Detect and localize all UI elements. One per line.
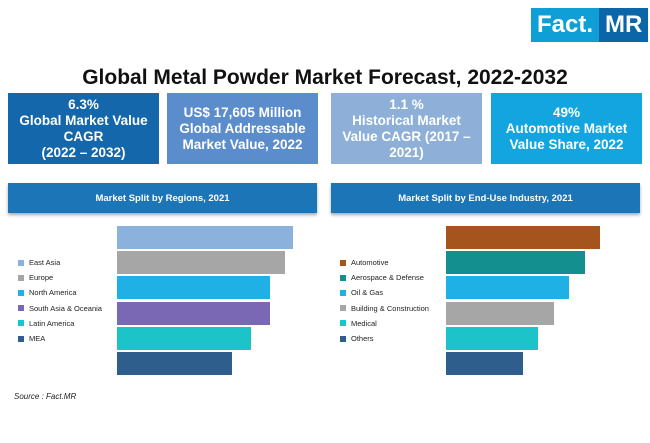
bar-others xyxy=(446,352,523,375)
regions-chart-header: Market Split by Regions, 2021 xyxy=(8,183,317,213)
legend-swatch xyxy=(18,335,24,342)
legend-item: MEA xyxy=(18,331,102,346)
legend-swatch xyxy=(340,259,346,266)
bar-north-america xyxy=(117,276,271,300)
kpi-line: 6.3% xyxy=(68,96,99,112)
bar-europe xyxy=(117,251,286,275)
kpi-line: Historical Market xyxy=(352,112,461,128)
legend-item: Aerospace & Defense xyxy=(340,270,429,285)
bar-automotive xyxy=(446,226,600,249)
logo-fact: Fact. xyxy=(531,8,600,42)
source-note: Source : Fact.MR xyxy=(14,392,77,401)
kpi-line: (2022 – 2032) xyxy=(41,144,126,160)
bar-latin-america xyxy=(117,326,251,350)
chart-title: Global Metal Powder Market Forecast, 202… xyxy=(82,66,568,89)
kpi-line: Automotive Market xyxy=(505,120,628,136)
factmr-logo: Fact. MR xyxy=(531,8,649,42)
kpi-line: Value Share, 2022 xyxy=(509,136,624,152)
bar-aerospace-defense xyxy=(446,251,585,275)
legend-label: Others xyxy=(351,334,374,344)
kpi-line: Global Market Value xyxy=(19,112,148,128)
legend-item: Europe xyxy=(18,270,102,285)
legend-swatch xyxy=(340,305,346,312)
legend-item: South Asia & Oceania xyxy=(18,301,102,316)
legend-item: Others xyxy=(340,331,429,346)
industry-chart-header: Market Split by End-Use Industry, 2021 xyxy=(331,183,640,213)
legend-label: South Asia & Oceania xyxy=(29,303,102,313)
bar-mea xyxy=(117,352,232,375)
legend-label: Latin America xyxy=(29,318,75,328)
kpi-line: Value CAGR (2017 – xyxy=(342,128,471,144)
legend-item: East Asia xyxy=(18,255,102,270)
kpi-line: 1.1 % xyxy=(389,96,424,112)
industry-legend: Automotive Aerospace & Defense Oil & Gas Bu… xyxy=(340,255,429,346)
legend-swatch xyxy=(340,274,346,281)
bar-oil-gas xyxy=(446,276,570,300)
regions-legend: East Asia Europe North America South Asia &… xyxy=(18,255,102,346)
legend-swatch xyxy=(340,320,346,327)
kpi-line: Global Addressable xyxy=(179,120,306,136)
regions-chart-title: Market Split by Regions, 2021 xyxy=(95,192,230,204)
kpi-line: 49% xyxy=(552,104,581,120)
kpi-historical-cagr: 1.1 % Historical Market Value CAGR (2017… xyxy=(331,93,482,164)
legend-swatch xyxy=(18,320,24,327)
legend-label: Oil & Gas xyxy=(351,288,384,298)
kpi-line: 2021) xyxy=(389,144,424,160)
legend-swatch xyxy=(18,305,24,312)
legend-item: Oil & Gas xyxy=(340,285,429,300)
legend-swatch xyxy=(340,335,346,342)
logo-mr: MR xyxy=(599,8,649,42)
legend-label: Aerospace & Defense xyxy=(351,273,424,283)
legend-label: East Asia xyxy=(29,258,61,268)
legend-item: Medical xyxy=(340,316,429,331)
legend-label: Building & Construction xyxy=(351,303,429,313)
bar-medical xyxy=(446,326,539,350)
legend-label: Medical xyxy=(351,318,377,328)
legend-label: Europe xyxy=(29,273,54,283)
legend-swatch xyxy=(340,289,346,296)
legend-swatch xyxy=(18,259,24,266)
legend-label: North America xyxy=(29,288,77,298)
legend-swatch xyxy=(18,274,24,281)
kpi-line: Market Value, 2022 xyxy=(182,136,303,152)
legend-label: MEA xyxy=(29,334,46,344)
bar-east-asia xyxy=(117,226,293,249)
legend-item: Building & Construction xyxy=(340,301,429,316)
legend-swatch xyxy=(18,289,24,296)
kpi-addressable-value: US$ 17,605 Million Global Addressable Ma… xyxy=(167,93,318,164)
kpi-line: US$ 17,605 Million xyxy=(183,104,302,120)
kpi-market-cagr: 6.3% Global Market Value CAGR (2022 – 20… xyxy=(8,93,159,164)
legend-item: Latin America xyxy=(18,316,102,331)
industry-chart-title: Market Split by End-Use Industry, 2021 xyxy=(398,192,573,204)
legend-label: Automotive xyxy=(351,258,389,268)
kpi-line: CAGR xyxy=(63,128,104,144)
bar-building-construction xyxy=(446,301,554,325)
bar-south-asia-oceania xyxy=(117,301,271,325)
legend-item: North America xyxy=(18,285,102,300)
kpi-automotive-share: 49% Automotive Market Value Share, 2022 xyxy=(491,93,642,164)
legend-item: Automotive xyxy=(340,255,429,270)
